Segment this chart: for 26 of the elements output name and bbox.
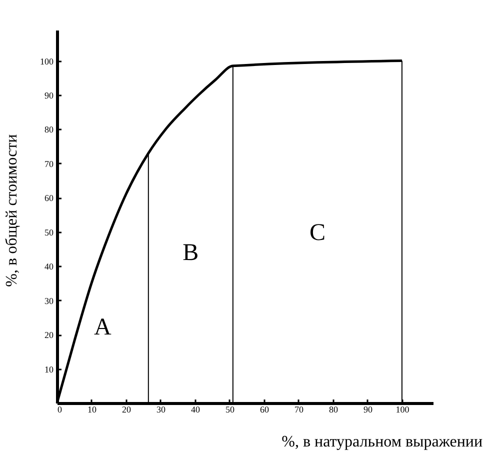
annotation: C [309, 220, 326, 246]
y-tick-label: 80 [44, 124, 54, 135]
x-tick-label: 0 [58, 404, 62, 414]
x-tick-label: 90 [363, 404, 373, 414]
y-tick-label: 50 [44, 227, 54, 238]
y-axis-title: %, в общей стоимости [4, 134, 20, 287]
x-tick-label: 80 [328, 404, 338, 414]
x-tick-label: 50 [225, 404, 235, 414]
x-tick-label: 70 [294, 404, 304, 414]
x-tick-label: 20 [122, 404, 132, 414]
x-tick-label: 10 [87, 404, 97, 414]
x-axis-title: %, в натуральном выражении [282, 434, 483, 450]
y-tick-label: 90 [44, 90, 54, 101]
y-tick-label: 40 [44, 262, 54, 272]
x-tick-label: 60 [260, 404, 270, 414]
x-tick-label: 40 [190, 404, 200, 414]
x-tick-label: 30 [156, 404, 166, 414]
y-tick-label: 30 [44, 296, 54, 306]
y-tick-label: 60 [44, 193, 54, 204]
y-tick-label: 10 [44, 364, 54, 374]
annotation: A [94, 314, 112, 341]
y-tick-label: 20 [44, 330, 54, 340]
y-tick-label: 100 [40, 56, 54, 66]
x-tick-label: 100 [396, 404, 410, 414]
annotation: B [182, 240, 199, 266]
y-tick-label: 70 [44, 158, 54, 169]
